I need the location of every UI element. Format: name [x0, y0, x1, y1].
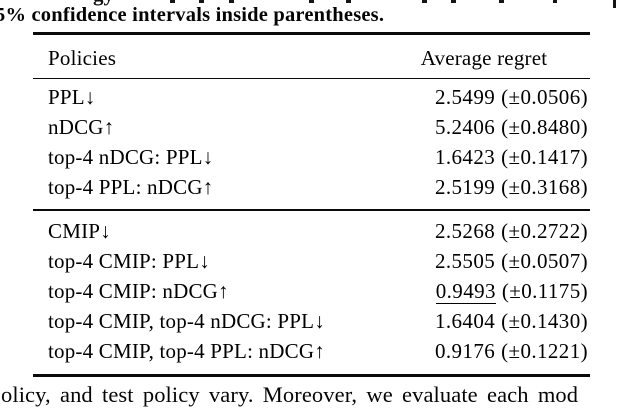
- clipped-text-fragment: [229, 0, 234, 3]
- table-row: PPL↓ 2.5499 (±0.0506): [33, 82, 590, 112]
- regret-value: 2.5268 (±0.2722): [435, 216, 588, 246]
- regret-value: 0.9176 (±0.1221): [435, 336, 588, 366]
- policy-name: PPL↓: [48, 85, 96, 109]
- regret-value: 2.5199 (±0.3168): [435, 172, 588, 202]
- regret-ci: (±0.1430): [501, 309, 588, 333]
- policy-name: nDCG↑: [48, 115, 115, 139]
- regret-value: 2.5499 (±0.0506): [435, 82, 588, 112]
- regret-mean: 0.9176: [434, 339, 496, 363]
- regret-mean: 2.5268: [434, 219, 496, 243]
- table-group-divider-rule: [33, 208, 590, 211]
- table-caption: 5% confidence intervals inside parenthes…: [0, 4, 385, 26]
- table-row: top-4 CMIP, top-4 PPL: nDCG↑ 0.9176 (±0.1…: [33, 336, 590, 366]
- column-header-policies: Policies: [48, 46, 117, 70]
- table-row: top-4 CMIP, top-4 nDCG: PPL↓ 1.6404 (±0.1…: [33, 306, 590, 336]
- table-row: nDCG↑ 5.2406 (±0.8480): [33, 112, 590, 142]
- table-row: top-4 nDCG: PPL↓ 1.6423 (±0.1417): [33, 142, 590, 172]
- table-header-rule: [33, 77, 590, 79]
- policy-name: top-4 CMIP: PPL↓: [48, 249, 210, 273]
- regret-value: 1.6423 (±0.1417): [435, 142, 588, 172]
- regret-ci: (±0.1417): [501, 145, 588, 169]
- clipped-text-fragment: [170, 0, 175, 3]
- policy-name: top-4 CMIP: nDCG↑: [48, 279, 229, 303]
- regret-mean: 2.5505: [434, 249, 496, 273]
- clipped-text-fragment: [499, 0, 504, 3]
- column-header-average-regret: Average regret: [420, 46, 548, 70]
- policy-name: top-4 CMIP, top-4 PPL: nDCG↑: [48, 339, 325, 363]
- regret-ci: (±0.0506): [501, 85, 588, 109]
- policy-name: top-4 CMIP, top-4 nDCG: PPL↓: [48, 309, 325, 333]
- results-table: Policies Average regret PPL↓ 2.5499 (±0.0…: [33, 0, 590, 380]
- table-row: top-4 PPL: nDCG↑ 2.5199 (±0.3168): [33, 172, 590, 202]
- clipped-text-fragment: [613, 0, 616, 8]
- regret-value: 0.9493 (±0.1175): [435, 276, 588, 306]
- table-top-rule: [33, 32, 590, 35]
- regret-mean-best-underlined: 0.9493: [435, 279, 496, 304]
- regret-ci: (±0.0507): [501, 249, 588, 273]
- regret-ci: (±0.3168): [501, 175, 588, 199]
- table-header-row: Policies Average regret: [33, 40, 590, 76]
- regret-mean: 1.6404: [434, 309, 496, 333]
- regret-value: 1.6404 (±0.1430): [435, 306, 588, 336]
- policy-name: top-4 nDCG: PPL↓: [48, 145, 214, 169]
- regret-value: 5.2406 (±0.8480): [435, 112, 588, 142]
- body-text-line: olicy, and test policy vary. Moreover, w…: [1, 382, 579, 407]
- regret-value: 2.5505 (±0.0507): [435, 246, 588, 276]
- regret-mean: 2.5499: [434, 85, 496, 109]
- clipped-text-fragment: [309, 0, 314, 3]
- policy-name: top-4 PPL: nDCG↑: [48, 175, 214, 199]
- regret-ci: (±0.1221): [501, 339, 588, 363]
- table-row: top-4 CMIP: nDCG↑ 0.9493 (±0.1175): [33, 276, 590, 306]
- table-row: CMIP↓ 2.5268 (±0.2722): [33, 216, 590, 246]
- regret-mean: 1.6423: [434, 145, 496, 169]
- clipped-text-fragment: [451, 0, 456, 3]
- regret-ci: (±0.8480): [501, 115, 588, 139]
- regret-mean: 5.2406: [434, 115, 496, 139]
- policy-name: CMIP↓: [48, 219, 111, 243]
- clipped-text-fragment: [199, 0, 204, 3]
- clipped-text-fragment: gy: [93, 0, 114, 7]
- table-row: top-4 CMIP: PPL↓ 2.5505 (±0.0507): [33, 246, 590, 276]
- clipped-text-fragment: [422, 0, 427, 3]
- regret-ci: (±0.1175): [501, 279, 588, 303]
- clipped-text-fragment: [553, 0, 557, 3]
- clipped-text-fragment: [346, 0, 351, 3]
- table-bottom-rule: [33, 374, 590, 377]
- regret-ci: (±0.2722): [501, 219, 588, 243]
- regret-mean: 2.5199: [434, 175, 496, 199]
